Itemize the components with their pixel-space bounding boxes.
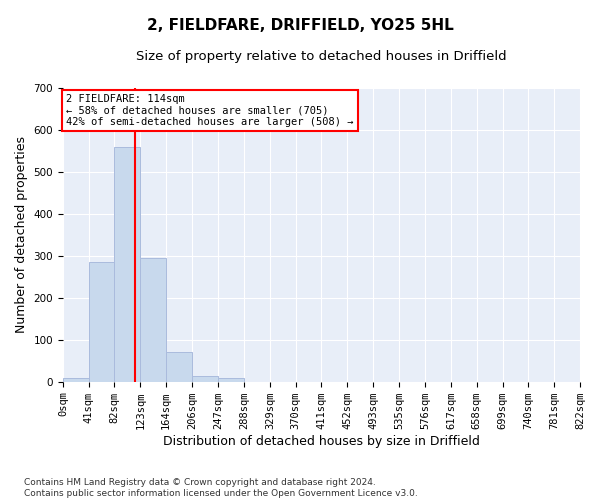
Text: 2, FIELDFARE, DRIFFIELD, YO25 5HL: 2, FIELDFARE, DRIFFIELD, YO25 5HL xyxy=(146,18,454,32)
Text: Contains HM Land Registry data © Crown copyright and database right 2024.
Contai: Contains HM Land Registry data © Crown c… xyxy=(24,478,418,498)
Title: Size of property relative to detached houses in Driffield: Size of property relative to detached ho… xyxy=(136,50,507,63)
Bar xyxy=(193,376,218,382)
Bar xyxy=(140,258,166,382)
Text: 2 FIELDFARE: 114sqm
← 58% of detached houses are smaller (705)
42% of semi-detac: 2 FIELDFARE: 114sqm ← 58% of detached ho… xyxy=(66,94,353,128)
Bar xyxy=(166,352,192,382)
Bar xyxy=(218,378,244,382)
X-axis label: Distribution of detached houses by size in Driffield: Distribution of detached houses by size … xyxy=(163,434,480,448)
Bar xyxy=(89,262,115,382)
Y-axis label: Number of detached properties: Number of detached properties xyxy=(15,136,28,333)
Bar xyxy=(63,378,89,382)
Bar xyxy=(115,146,140,382)
